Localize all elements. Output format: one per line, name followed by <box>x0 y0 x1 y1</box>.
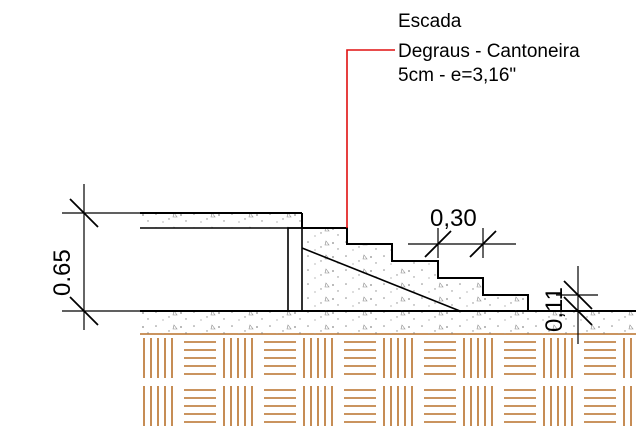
height-dimension-label: 0.65 <box>49 249 76 296</box>
tread-dimension <box>408 228 516 258</box>
soil-hatch <box>140 334 636 433</box>
annotation-line-3: 5cm - e=3,16" <box>398 65 516 86</box>
annotation-line-2: Degraus - Cantoneira <box>398 41 580 62</box>
annotation-title: Escada <box>398 11 462 32</box>
tread-dimension-label: 0,30 <box>430 205 477 232</box>
support-post <box>287 227 303 312</box>
riser-dimension-label: 0,11 <box>541 287 568 332</box>
stair-step-profile <box>302 227 529 311</box>
upper-landing <box>140 213 302 228</box>
height-dimension <box>62 184 146 330</box>
ground-slab <box>140 311 636 334</box>
stair-soffit-line <box>301 247 461 312</box>
riser-dimension <box>556 266 598 344</box>
stair-body <box>302 228 528 311</box>
annotation-leader <box>346 49 395 228</box>
